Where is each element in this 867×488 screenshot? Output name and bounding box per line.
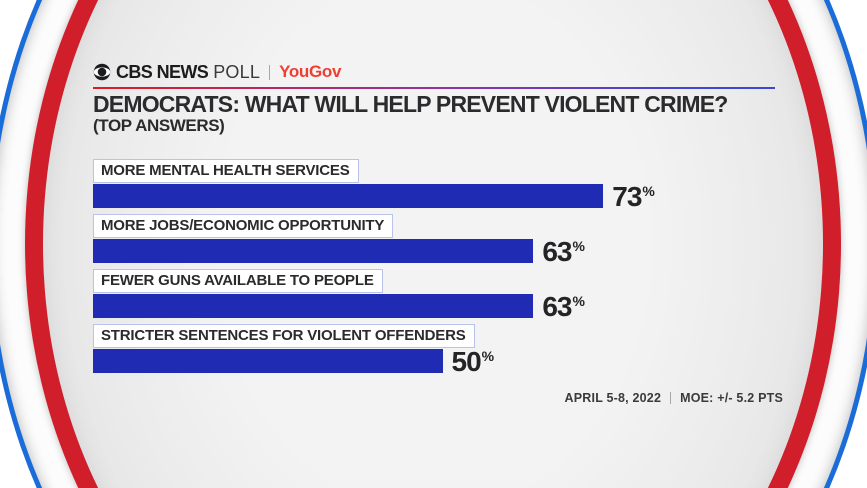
bar-value-group: 73 % (612, 180, 655, 212)
bar-row: MORE JOBS/ECONOMIC OPPORTUNITY 63 % (93, 214, 792, 267)
bar-track: 50 % (93, 345, 792, 377)
footer: APRIL 5-8, 2022 MOE: +/- 5.2 PTS (565, 391, 783, 405)
bar-label-box: STRICTER SENTENCES FOR VIOLENT OFFENDERS (93, 324, 475, 348)
page-subtitle: (TOP ANSWERS) (93, 116, 225, 135)
bar-row: MORE MENTAL HEALTH SERVICES 73 % (93, 159, 792, 212)
bar-value-group: 50 % (451, 345, 495, 377)
bar-unit: % (572, 292, 585, 309)
bar-label: MORE MENTAL HEALTH SERVICES (101, 162, 350, 179)
bar-track: 63 % (93, 290, 792, 322)
brand-underline (93, 87, 775, 89)
footer-moe: MOE: +/- 5.2 PTS (680, 391, 783, 405)
bar-track: 63 % (93, 235, 792, 267)
bar-value-group: 63 % (542, 235, 585, 267)
footer-divider (670, 392, 672, 404)
bar-label: MORE JOBS/ECONOMIC OPPORTUNITY (101, 217, 385, 234)
bar-value-group: 63 % (542, 290, 585, 322)
bar (93, 349, 443, 373)
bar-value: 63 (542, 290, 572, 322)
bar-label-box: FEWER GUNS AVAILABLE TO PEOPLE (93, 269, 383, 293)
bar-chart: MORE MENTAL HEALTH SERVICES 73 % MORE JO… (93, 159, 792, 377)
bar (93, 239, 534, 263)
bar-label: FEWER GUNS AVAILABLE TO PEOPLE (101, 272, 374, 289)
brand-product-label: POLL (213, 61, 261, 82)
bar-track: 73 % (93, 180, 792, 212)
bar-label-box: MORE JOBS/ECONOMIC OPPORTUNITY (93, 214, 394, 238)
bar-label-box: MORE MENTAL HEALTH SERVICES (93, 159, 359, 183)
brand-divider (269, 64, 271, 80)
bar-unit: % (642, 182, 655, 199)
bar-row: STRICTER SENTENCES FOR VIOLENT OFFENDERS… (93, 324, 792, 377)
cbs-eye-icon (93, 63, 111, 81)
bar-unit: % (572, 237, 585, 254)
bar-unit: % (481, 347, 495, 364)
footer-date: APRIL 5-8, 2022 (564, 391, 662, 405)
brand-lockup: CBS NEWS POLL YouGov (93, 60, 793, 84)
brand-partner-label: YouGov (279, 62, 342, 81)
bar-value: 73 (612, 180, 642, 212)
bar-row: FEWER GUNS AVAILABLE TO PEOPLE 63 % (93, 269, 792, 322)
brand-network-label: CBS NEWS (116, 61, 209, 82)
page-title: DEMOCRATS: WHAT WILL HELP PREVENT VIOLEN… (93, 91, 728, 117)
bar-label: STRICTER SENTENCES FOR VIOLENT OFFENDERS (101, 327, 466, 344)
content-area: CBS NEWS POLL YouGov DEMOCRATS: WHAT WIL… (93, 60, 793, 379)
bar (93, 294, 534, 318)
bar (93, 184, 604, 208)
bar-value: 50 (451, 345, 482, 377)
bar-value: 63 (542, 235, 572, 267)
